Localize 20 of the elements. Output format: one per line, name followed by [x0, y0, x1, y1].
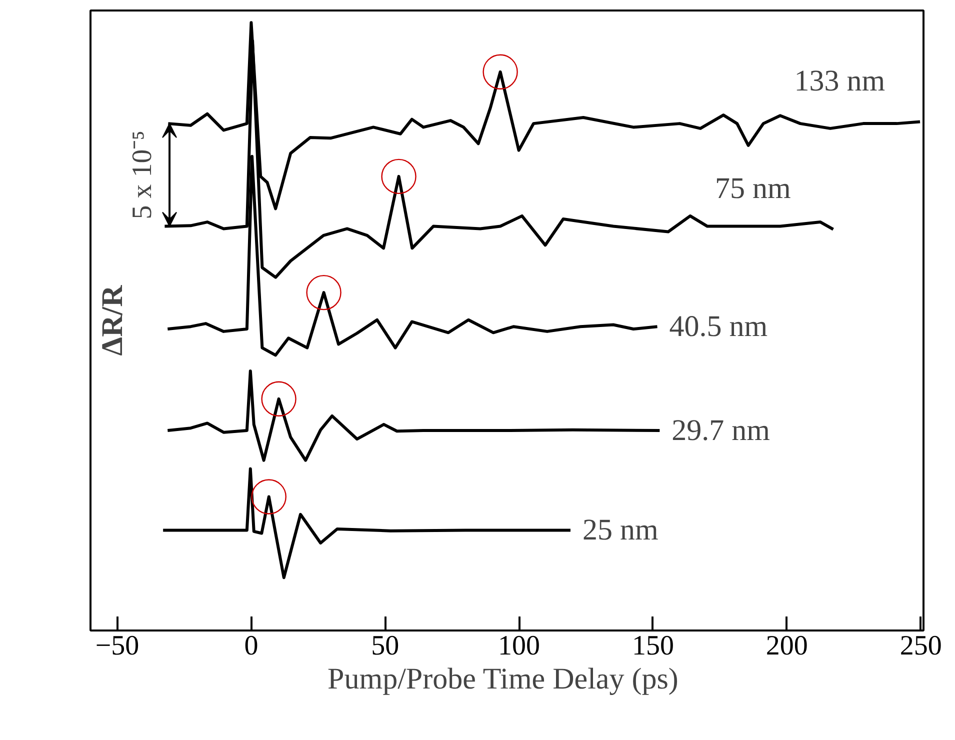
x-tick-label: −50 [95, 630, 140, 662]
point [381, 158, 416, 194]
annotation: 5 x 10⁻⁵ [127, 130, 158, 220]
series-label: 133 nm [794, 64, 886, 98]
x-axis-title: Pump/Probe Time Delay (ps) [328, 662, 678, 696]
point [306, 274, 342, 310]
x-tick-label: 0 [244, 630, 258, 662]
point [251, 479, 286, 514]
x-tick-label: 100 [498, 630, 540, 662]
series-label: 40.5 nm [669, 310, 768, 344]
point [261, 381, 296, 416]
x-tick-label: 250 [900, 630, 942, 662]
point [482, 54, 518, 90]
series-label: 25 nm [582, 514, 658, 547]
x-tick-label: 150 [632, 630, 674, 662]
x-tick-label: 50 [371, 630, 400, 662]
series-label: 29.7 nm [672, 414, 770, 448]
x-tick-label: 200 [766, 630, 808, 662]
series-label: 75 nm [714, 172, 791, 206]
y-axis-title: ΔR/R [96, 284, 129, 356]
